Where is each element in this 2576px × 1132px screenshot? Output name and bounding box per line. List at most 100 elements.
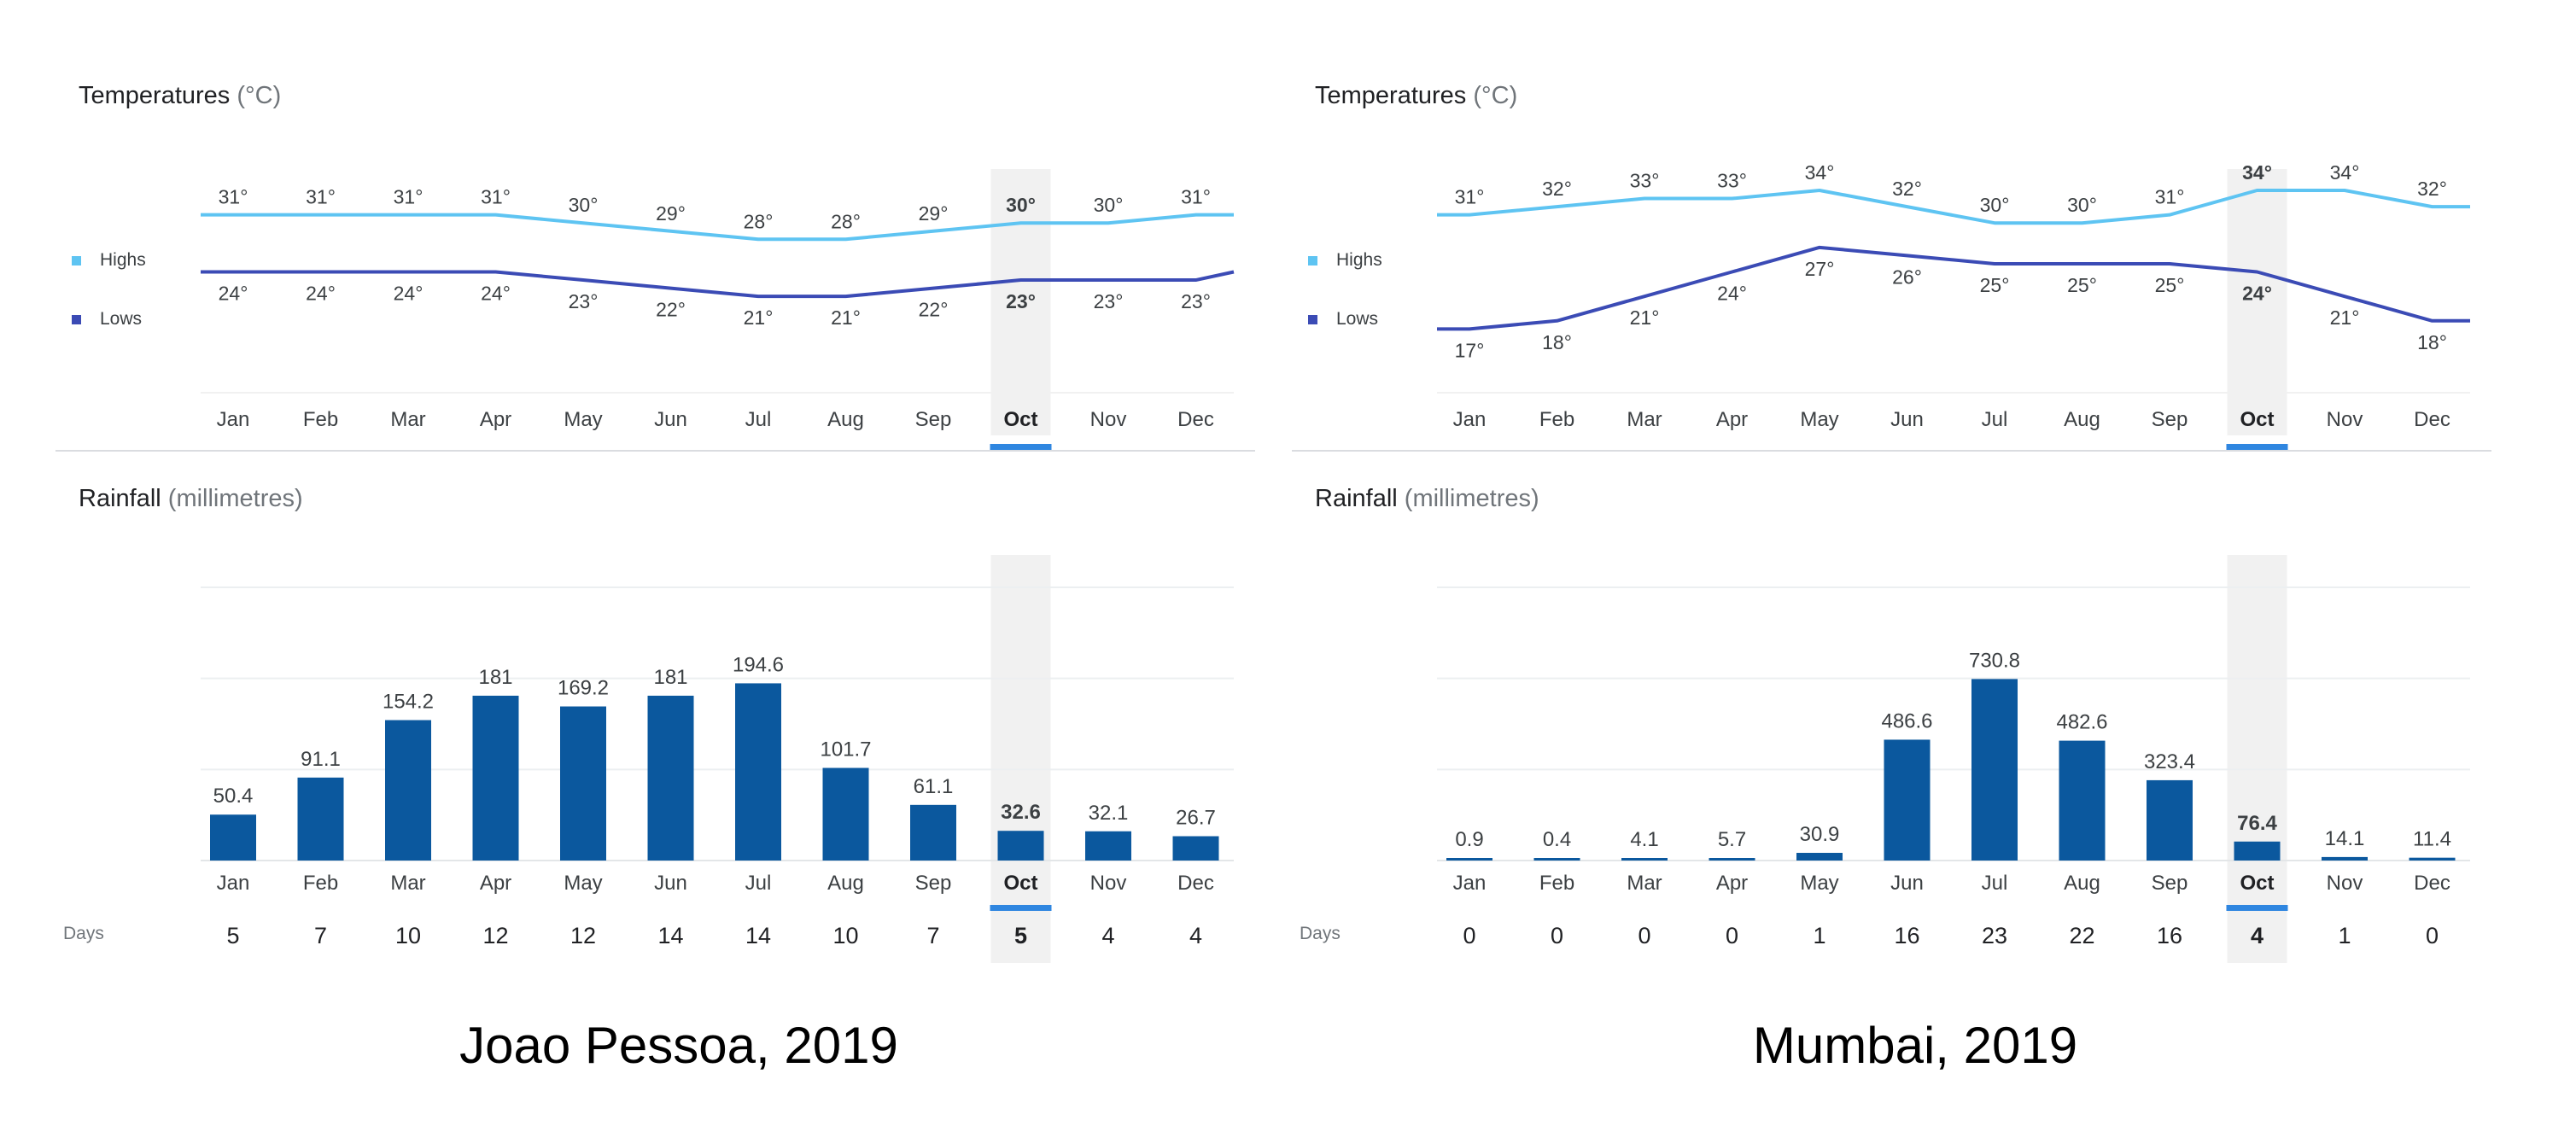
month-tick-oct: Oct xyxy=(1003,872,1037,895)
rain-days-value: 23 xyxy=(1982,923,2007,948)
rainfall-value-label: 5.7 xyxy=(1718,828,1746,851)
high-temp-label: 29° xyxy=(656,202,686,225)
low-temp-label: 25° xyxy=(1980,274,2010,296)
rain-days-value: 16 xyxy=(1894,923,1919,948)
low-temp-label: 26° xyxy=(1892,265,1922,288)
rain-days-value: 1 xyxy=(2338,923,2351,948)
low-temp-label: 23° xyxy=(1094,290,1124,312)
low-temp-label: 27° xyxy=(1805,258,1835,280)
month-tick-dec: Dec xyxy=(1177,408,1214,431)
high-temp-label: 31° xyxy=(1181,186,1211,208)
month-tick-jan: Jan xyxy=(1453,408,1487,431)
low-temp-label: 25° xyxy=(2155,274,2185,296)
days-label: Days xyxy=(63,924,104,943)
month-tick-aug: Aug xyxy=(2064,872,2100,895)
rainfall-title: Rainfall (millimetres) xyxy=(79,485,303,513)
rainfall-value-label: 32.6 xyxy=(1001,801,1041,824)
month-tick-feb: Feb xyxy=(1539,872,1574,895)
rain-days-value: 14 xyxy=(745,923,771,948)
high-temp-label: 34° xyxy=(1805,161,1835,184)
low-temp-label: 22° xyxy=(919,299,949,321)
high-temp-label: 34° xyxy=(2330,161,2360,184)
rainfall-value-label: 76.4 xyxy=(2237,812,2277,835)
high-temp-label: 32° xyxy=(1542,178,1572,200)
rainfall-bar-feb xyxy=(1533,858,1580,861)
rainfall-value-label: 14.1 xyxy=(2325,827,2365,850)
rainfall-bar-nov xyxy=(1085,831,1131,861)
month-tick-nov: Nov xyxy=(1090,872,1127,895)
rainfall-bar-jun xyxy=(1884,739,1931,861)
high-temp-label: 28° xyxy=(831,210,861,232)
lows-line xyxy=(1437,245,2470,331)
month-tick-apr: Apr xyxy=(1716,872,1748,895)
month-tick-apr: Apr xyxy=(480,408,511,431)
highs-legend-swatch xyxy=(72,256,81,265)
low-temp-label: 23° xyxy=(1006,290,1036,312)
rainfall-value-label: 61.1 xyxy=(914,775,954,798)
lows-legend-swatch xyxy=(1308,315,1317,324)
low-temp-label: 23° xyxy=(569,290,599,312)
month-tick-sep: Sep xyxy=(2152,408,2188,431)
rainfall-value-label: 101.7 xyxy=(820,738,871,761)
rainfall-chart: 0.9 Jan 0 0.4 Feb 0 4.1 Mar 0 5.7 Apr 0 30.9 May 1 486.… xyxy=(1300,555,2470,963)
rainfall-bar-may xyxy=(1796,853,1843,861)
low-temp-label: 21° xyxy=(1630,306,1660,329)
lows-legend-label: Lows xyxy=(100,309,142,329)
month-tick-may: May xyxy=(1800,408,1838,431)
high-temp-label: 34° xyxy=(2242,161,2272,184)
month-tick-jan: Jan xyxy=(217,408,250,431)
month-tick-aug: Aug xyxy=(827,408,864,431)
high-temp-label: 31° xyxy=(219,186,248,208)
selected-month-highlight xyxy=(990,169,1051,435)
month-tick-may: May xyxy=(564,408,602,431)
high-temp-label: 31° xyxy=(394,186,423,208)
month-tick-oct: Oct xyxy=(2240,872,2274,895)
month-tick-dec: Dec xyxy=(1177,872,1214,895)
month-tick-oct: Oct xyxy=(2240,408,2274,431)
rainfall-bar-jul xyxy=(735,683,781,861)
rainfall-bar-jun xyxy=(647,695,694,861)
city-panel-mumbai: Temperatures (°C) Highs Lows 31° 17° Jan 32° 1… xyxy=(1288,0,2543,1132)
temperatures-title: Temperatures (°C) xyxy=(79,82,281,110)
rainfall-value-label: 0.9 xyxy=(1455,828,1483,851)
month-tick-mar: Mar xyxy=(390,408,425,431)
rainfall-bar-apr xyxy=(472,695,519,861)
temperature-chart: Highs Lows 31° 24° Jan 31° 24° Feb 31° 24° Mar 31° 2… xyxy=(55,169,1255,452)
low-temp-label: 18° xyxy=(2417,331,2447,353)
month-tick-mar: Mar xyxy=(1627,408,1662,431)
month-tick-mar: Mar xyxy=(1627,872,1662,895)
month-tick-mar: Mar xyxy=(390,872,425,895)
rain-days-value: 0 xyxy=(1551,923,1563,948)
low-temp-label: 22° xyxy=(656,299,686,321)
rain-days-value: 5 xyxy=(226,923,239,948)
rainfall-bar-oct xyxy=(997,831,1044,861)
month-tick-nov: Nov xyxy=(2327,408,2363,431)
rainfall-value-label: 91.1 xyxy=(301,748,341,771)
month-tick-apr: Apr xyxy=(1716,408,1748,431)
high-temp-label: 33° xyxy=(1717,170,1747,192)
temperatures-title-text: Temperatures xyxy=(79,82,231,109)
high-temp-label: 30° xyxy=(569,194,599,216)
rain-days-value: 7 xyxy=(314,923,327,948)
highs-legend-swatch xyxy=(1308,256,1317,265)
rainfall-bar-mar xyxy=(385,720,431,861)
low-temp-label: 24° xyxy=(1717,283,1747,305)
lows-legend-label: Lows xyxy=(1336,309,1378,329)
rainfall-value-label: 323.4 xyxy=(2144,750,2195,773)
rainfall-bar-dec xyxy=(2409,857,2456,861)
rain-days-value: 0 xyxy=(1726,923,1738,948)
rain-days-value: 10 xyxy=(832,923,858,948)
rainfall-value-label: 486.6 xyxy=(1881,709,1932,732)
month-tick-dec: Dec xyxy=(2414,408,2450,431)
month-tick-oct: Oct xyxy=(1003,408,1037,431)
rainfall-bar-aug xyxy=(2059,740,2106,861)
low-temp-label: 24° xyxy=(219,283,248,305)
low-temp-label: 18° xyxy=(1542,331,1572,353)
rainfall-bar-sep xyxy=(2147,779,2193,861)
highs-line xyxy=(1437,189,2470,225)
rainfall-value-label: 0.4 xyxy=(1543,828,1571,851)
rainfall-bar-oct xyxy=(2234,841,2281,861)
rainfall-unit: (millimetres) xyxy=(1404,485,1539,512)
rainfall-value-label: 30.9 xyxy=(1800,823,1840,846)
month-tick-jul: Jul xyxy=(1982,408,2008,431)
